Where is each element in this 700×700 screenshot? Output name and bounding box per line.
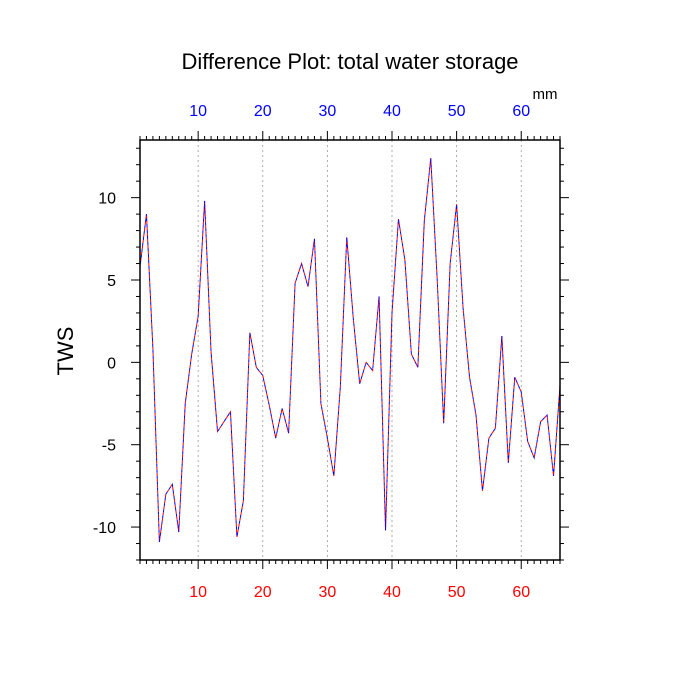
grid-lines: [197, 140, 522, 560]
x-tick-label-top: 50: [448, 103, 466, 120]
x-tick-label-top: 30: [318, 103, 336, 120]
x-tick-label-top: 10: [189, 103, 207, 120]
y-tick-label: 5: [107, 273, 116, 290]
units-label: mm: [533, 86, 558, 103]
series-line-blue: [140, 158, 560, 542]
x-tick-label-bottom: 50: [448, 584, 466, 601]
x-tick-label-bottom: 30: [318, 584, 336, 601]
y-tick-label: -10: [93, 520, 116, 537]
data-series: [140, 158, 560, 542]
series-line-red: [140, 158, 560, 542]
x-tick-label-bottom: 10: [189, 584, 207, 601]
x-tick-label-top: 40: [383, 103, 401, 120]
y-tick-label: 0: [107, 355, 116, 372]
chart-title: Difference Plot: total water storage: [181, 49, 518, 74]
plot-frame: [139, 139, 561, 561]
axes: 10 10 20 20 30 30 40 40 50 50 60 60 -10 -5 0 5 10: [93, 103, 569, 601]
y-tick-label: 10: [98, 191, 116, 208]
x-tick-label-top: 20: [254, 103, 272, 120]
x-tick-label-bottom: 60: [512, 584, 530, 601]
y-tick-label: -5: [102, 438, 116, 455]
x-tick-label-bottom: 40: [383, 584, 401, 601]
x-tick-label-bottom: 20: [254, 584, 272, 601]
y-axis-label: TWS: [53, 327, 78, 376]
x-tick-label-top: 60: [512, 103, 530, 120]
